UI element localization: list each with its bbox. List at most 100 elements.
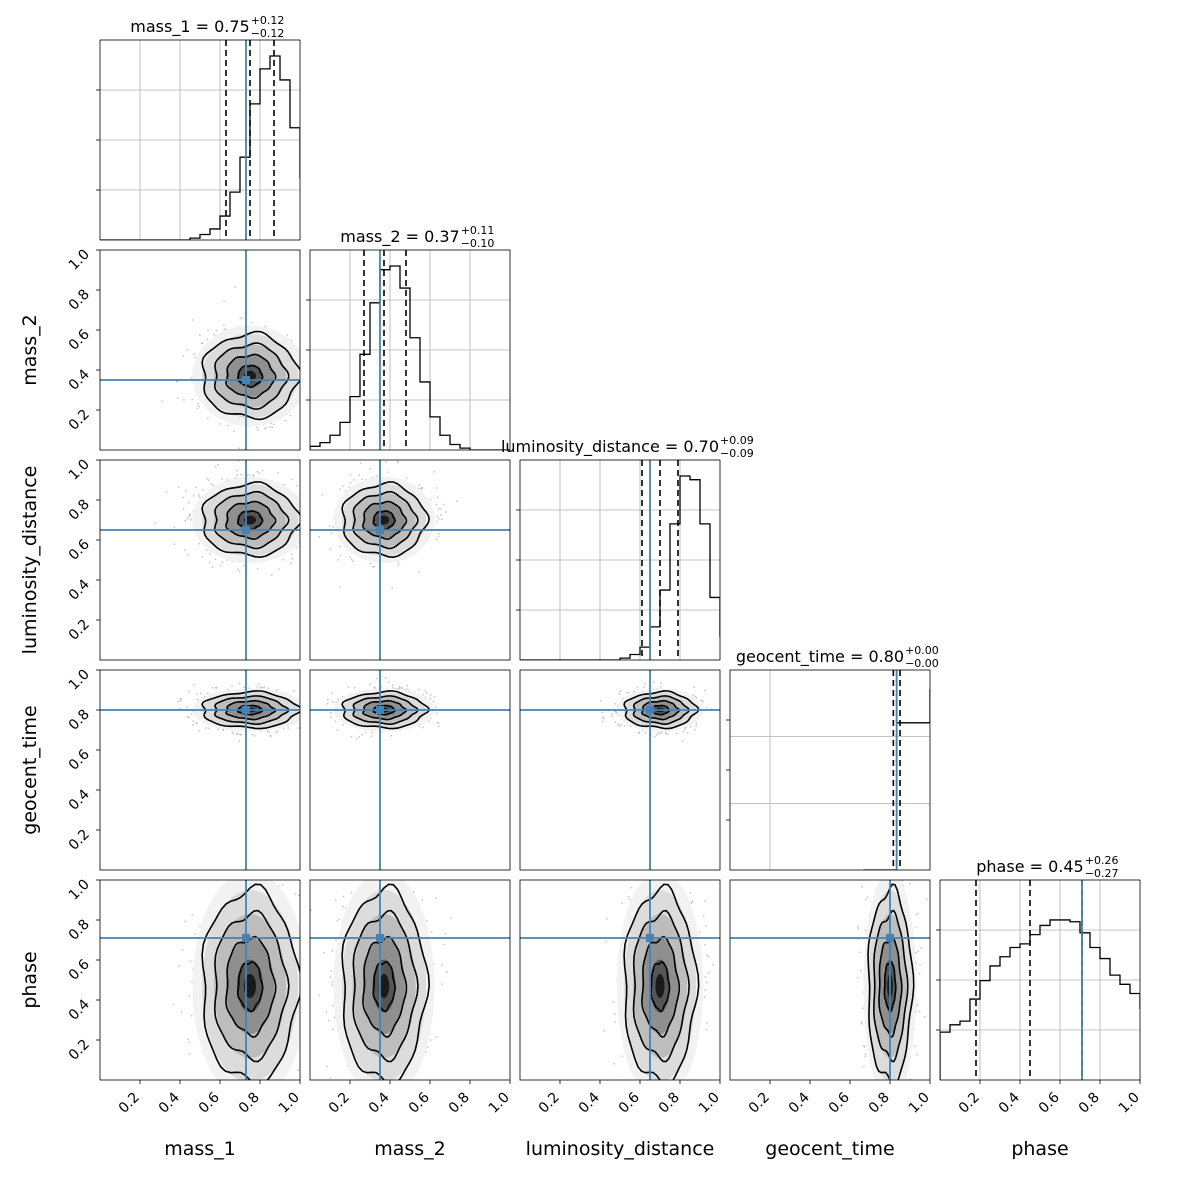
- scatter-point: [337, 699, 339, 701]
- scatter-point: [369, 683, 371, 685]
- scatter-point: [191, 713, 193, 715]
- scatter-point: [322, 494, 324, 496]
- scatter-point: [185, 490, 187, 492]
- scatter-point: [376, 475, 378, 477]
- scatter-point: [208, 479, 210, 481]
- scatter-panel-mass_2-luminosity_distance: [309, 460, 511, 660]
- scatter-point: [269, 731, 271, 733]
- scatter-point: [208, 728, 210, 730]
- scatter-point: [275, 731, 277, 733]
- scatter-point: [177, 397, 179, 399]
- scatter-point: [438, 508, 440, 510]
- scatter-point: [232, 733, 234, 735]
- scatter-point: [287, 334, 289, 336]
- scatter-point: [406, 685, 408, 687]
- scatter-point: [215, 466, 217, 468]
- truth-marker: [376, 706, 384, 714]
- scatter-point: [436, 538, 438, 540]
- scatter-point: [385, 461, 387, 463]
- scatter-point: [437, 536, 439, 538]
- scatter-point: [434, 696, 436, 698]
- scatter-point: [302, 717, 304, 719]
- scatter-point: [207, 417, 209, 419]
- scatter-point: [303, 501, 305, 503]
- scatter-point: [198, 494, 200, 496]
- scatter-point: [239, 570, 241, 572]
- scatter-point: [283, 559, 285, 561]
- scatter-point: [187, 349, 189, 351]
- scatter-point: [272, 426, 274, 428]
- scatter-point: [440, 508, 442, 510]
- scatter-point: [620, 724, 622, 726]
- scatter-point: [207, 339, 209, 341]
- scatter-point: [251, 322, 253, 324]
- scatter-point: [352, 560, 354, 562]
- title-plus: +0.00: [905, 644, 939, 657]
- scatter-point: [182, 497, 184, 499]
- scatter-point: [306, 367, 308, 369]
- scatter-point: [425, 690, 427, 692]
- scatter-point: [306, 705, 308, 707]
- scatter-point: [239, 683, 241, 685]
- scatter-point: [263, 686, 265, 688]
- scatter-point: [371, 732, 373, 734]
- scatter-point: [438, 533, 440, 535]
- scatter-point: [223, 300, 225, 302]
- scatter-point: [365, 732, 367, 734]
- scatter-point: [361, 478, 363, 480]
- scatter-point: [399, 685, 401, 687]
- scatter-point: [198, 730, 200, 732]
- scatter-point: [197, 407, 199, 409]
- title-minus: −0.09: [720, 447, 754, 460]
- scatter-point: [307, 698, 309, 700]
- scatter-point: [265, 427, 267, 429]
- scatter-point: [215, 687, 217, 689]
- scatter-point: [270, 735, 272, 737]
- scatter-point: [303, 363, 305, 365]
- scatter-panel-mass_2-geocent_time: [310, 670, 510, 870]
- scatter-point: [233, 430, 235, 432]
- scatter-point: [433, 701, 435, 703]
- scatter-point: [262, 470, 264, 472]
- scatter-point: [200, 692, 202, 694]
- scatter-point: [285, 420, 287, 422]
- scatter-point: [684, 728, 686, 730]
- scatter-point: [327, 699, 329, 701]
- scatter-point: [267, 687, 269, 689]
- scatter-point: [252, 734, 254, 736]
- scatter-point: [370, 468, 372, 470]
- scatter-point: [342, 696, 344, 698]
- scatter-point: [259, 472, 261, 474]
- scatter-point: [205, 727, 207, 729]
- scatter-point: [392, 687, 394, 689]
- scatter-point: [258, 683, 260, 685]
- scatter-point: [291, 558, 293, 560]
- title-plus: +0.09: [720, 434, 754, 447]
- scatter-point: [331, 533, 333, 535]
- scatter-point: [330, 548, 332, 550]
- scatter-point: [347, 686, 349, 688]
- truth-marker: [376, 526, 384, 534]
- scatter-point: [217, 464, 219, 466]
- scatter-point: [235, 286, 237, 288]
- scatter-point: [391, 587, 393, 589]
- scatter-point: [257, 471, 259, 473]
- scatter-point: [293, 690, 295, 692]
- scatter-point: [339, 546, 341, 548]
- scatter-point: [236, 474, 238, 476]
- scatter-point: [207, 692, 209, 694]
- scatter-point: [199, 496, 201, 498]
- scatter-point: [302, 542, 304, 544]
- scatter-point: [191, 399, 193, 401]
- scatter-point: [350, 474, 352, 476]
- scatter-point: [291, 554, 293, 556]
- scatter-point: [256, 427, 258, 429]
- scatter-point: [331, 692, 333, 694]
- scatter-point: [407, 688, 409, 690]
- scatter-point: [199, 334, 201, 336]
- scatter-point: [184, 520, 186, 522]
- scatter-point: [611, 715, 613, 717]
- scatter-point: [240, 474, 242, 476]
- scatter-point: [353, 479, 355, 481]
